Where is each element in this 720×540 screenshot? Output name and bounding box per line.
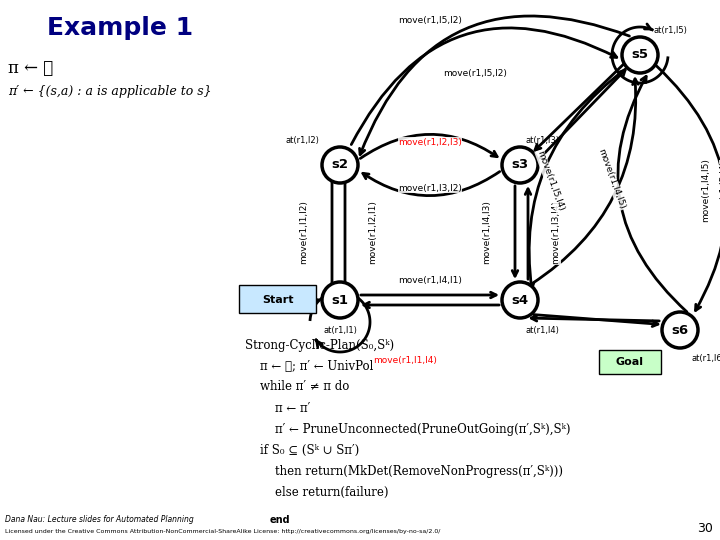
Text: move(r1,l3,l2): move(r1,l3,l2) bbox=[398, 184, 462, 192]
Text: move(r1,l2,l3): move(r1,l2,l3) bbox=[398, 138, 462, 146]
FancyBboxPatch shape bbox=[239, 285, 316, 313]
Text: s2: s2 bbox=[331, 159, 348, 172]
Text: move(r1,l4,l5): move(r1,l4,l5) bbox=[597, 148, 627, 211]
Circle shape bbox=[322, 282, 358, 318]
Text: then return(MkDet(RemoveNonProgress(π′,Sᵏ))): then return(MkDet(RemoveNonProgress(π′,S… bbox=[245, 464, 563, 477]
Circle shape bbox=[662, 312, 698, 348]
Circle shape bbox=[322, 147, 358, 183]
Text: at(r1,l4): at(r1,l4) bbox=[525, 326, 559, 334]
Text: π ← ∅; π′ ← UnivPol: π ← ∅; π′ ← UnivPol bbox=[245, 360, 374, 373]
Text: s1: s1 bbox=[331, 294, 348, 307]
Text: 30: 30 bbox=[697, 522, 713, 535]
Circle shape bbox=[502, 282, 538, 318]
Circle shape bbox=[622, 37, 658, 73]
FancyBboxPatch shape bbox=[599, 350, 661, 374]
Text: if S₀ ⊆ (Sᵏ ∪ Sπ′): if S₀ ⊆ (Sᵏ ∪ Sπ′) bbox=[245, 443, 359, 456]
Text: at(r1,l1): at(r1,l1) bbox=[323, 326, 357, 334]
Text: move(r1,l5,l2): move(r1,l5,l2) bbox=[443, 69, 507, 78]
Text: move(r1,l2,l1): move(r1,l2,l1) bbox=[369, 200, 377, 265]
Text: π ← π′: π ← π′ bbox=[245, 402, 310, 415]
Text: move(r1,l5,l4): move(r1,l5,l4) bbox=[535, 150, 565, 213]
Text: Dana Nau: Lecture slides for Automated Planning: Dana Nau: Lecture slides for Automated P… bbox=[5, 516, 194, 524]
Text: π′ ← PruneUnconnected(PruneOutGoing(π′,Sᵏ),Sᵏ): π′ ← PruneUnconnected(PruneOutGoing(π′,S… bbox=[245, 422, 570, 435]
Text: Licensed under the Creative Commons Attribution-NonCommercial-ShareAlike License: Licensed under the Creative Commons Attr… bbox=[5, 530, 441, 535]
Text: else return(failure): else return(failure) bbox=[245, 485, 389, 498]
Text: s5: s5 bbox=[631, 49, 649, 62]
Text: end: end bbox=[270, 515, 291, 525]
Text: move(r1,l4,l1): move(r1,l4,l1) bbox=[398, 276, 462, 286]
Text: Strong-Cyclic-Plan(S₀,Sᵏ): Strong-Cyclic-Plan(S₀,Sᵏ) bbox=[245, 339, 394, 352]
Circle shape bbox=[502, 147, 538, 183]
Text: at(r1,l5): at(r1,l5) bbox=[653, 26, 687, 36]
Text: s4: s4 bbox=[511, 294, 528, 307]
Text: π ← ∅: π ← ∅ bbox=[8, 59, 53, 77]
Text: move(r1,l1,l2): move(r1,l1,l2) bbox=[300, 200, 308, 265]
Text: Goal: Goal bbox=[616, 357, 644, 367]
Text: Start: Start bbox=[262, 295, 294, 305]
Text: at(r1,l3): at(r1,l3) bbox=[525, 136, 559, 145]
Text: Example 1: Example 1 bbox=[47, 16, 193, 40]
Text: s3: s3 bbox=[511, 159, 528, 172]
Text: at(r1,l2): at(r1,l2) bbox=[285, 136, 319, 145]
Text: while π′ ≠ π do: while π′ ≠ π do bbox=[245, 381, 349, 394]
Text: s6: s6 bbox=[672, 323, 688, 336]
Text: move(r1,l4,l3): move(r1,l4,l3) bbox=[482, 200, 492, 265]
Text: move(r1,l1,l4): move(r1,l1,l4) bbox=[373, 355, 437, 364]
Text: move(r1,l3,l4): move(r1,l3,l4) bbox=[552, 200, 560, 265]
Text: at(r1,l6): at(r1,l6) bbox=[691, 354, 720, 362]
Text: π′ ← {(s,a) : a is applicable to s}: π′ ← {(s,a) : a is applicable to s} bbox=[8, 85, 212, 98]
Text: move(r1,l5,l2): move(r1,l5,l2) bbox=[398, 16, 462, 24]
Text: move(r1,l4,l5): move(r1,l4,l5) bbox=[701, 158, 710, 222]
